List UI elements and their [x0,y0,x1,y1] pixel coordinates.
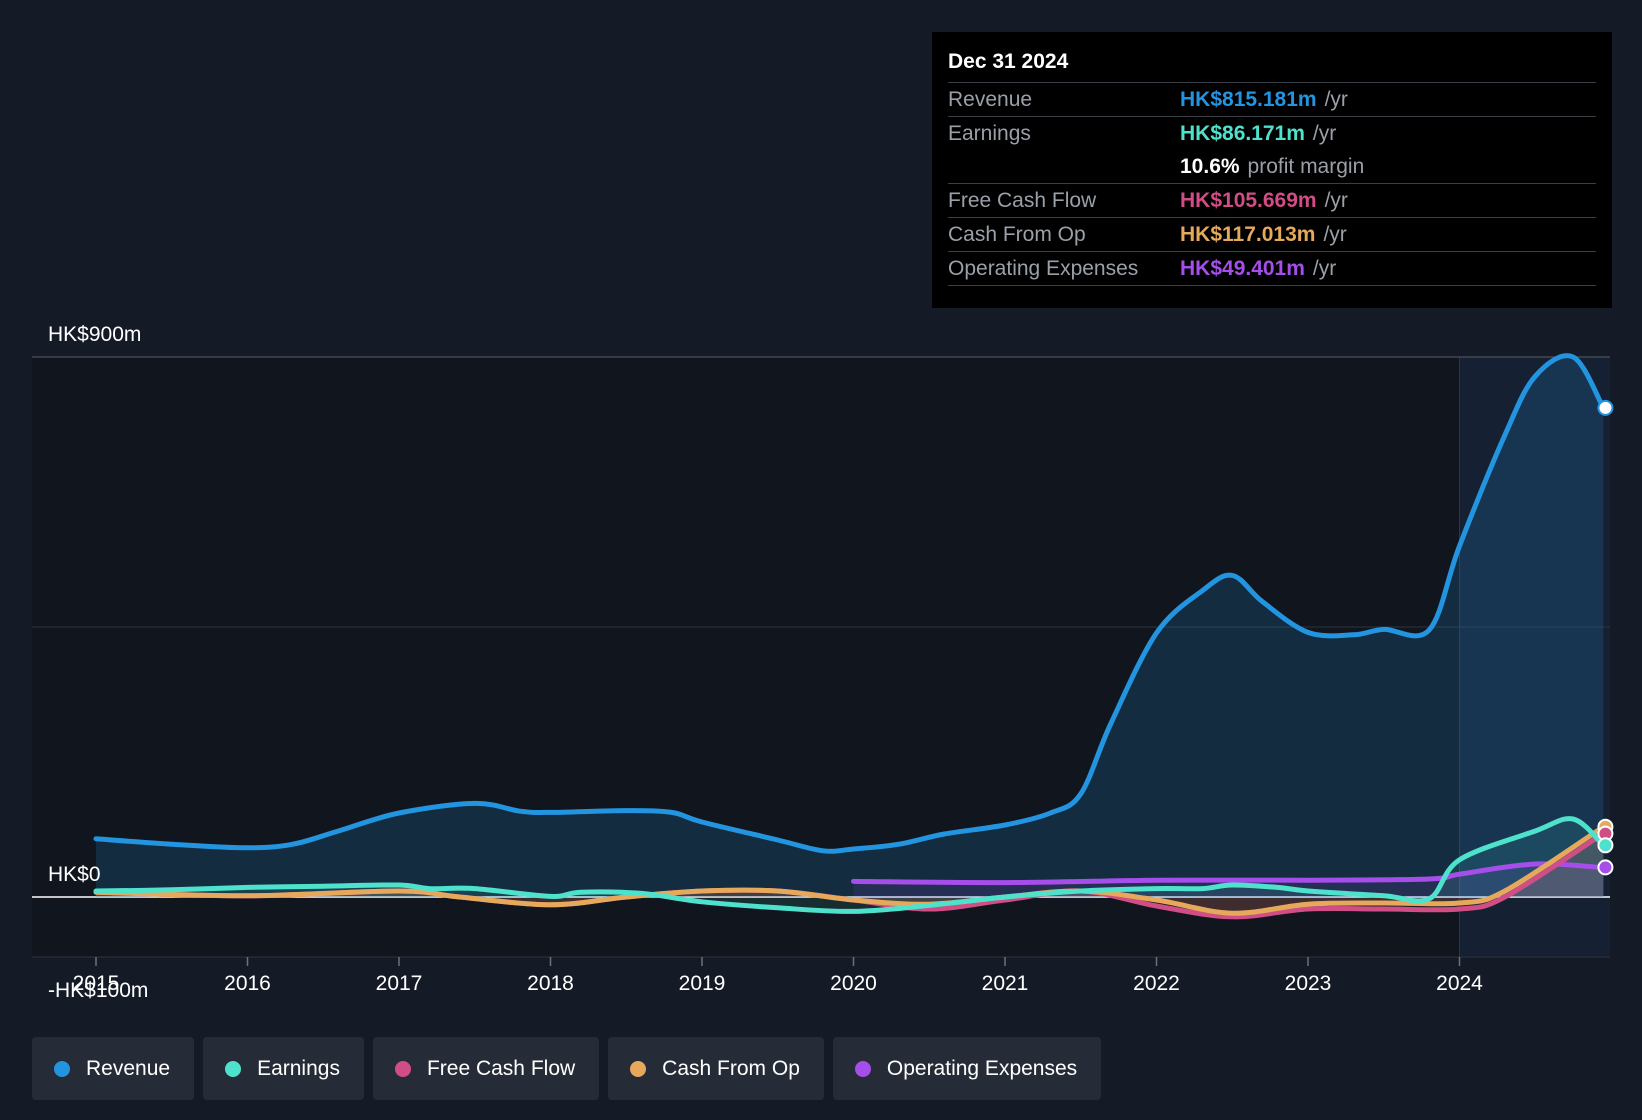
tooltip-row-label: Operating Expenses [948,256,1139,280]
legend-label: Cash From Op [662,1056,800,1080]
legend-label: Earnings [257,1056,340,1080]
highlight-region [1459,357,1610,957]
x-tick-label: 2022 [1133,972,1180,995]
legend-label: Free Cash Flow [426,1056,576,1080]
tooltip-row-unit: profit margin [1247,154,1365,178]
tooltip-row: Free Cash Flow HK$105.669m/yr [948,183,1596,217]
tooltip-row-label: Earnings [948,121,1031,145]
x-tick-label: 2020 [830,972,877,995]
earnings-end-marker [1597,837,1614,854]
tooltip-row-value: HK$117.013m [1180,222,1316,246]
tooltip-row-value: HK$86.171m [1180,121,1305,145]
plot-shade [32,357,1610,957]
x-tick-label: 2019 [679,972,726,995]
legend-item-revenue[interactable]: Revenue [32,1037,195,1100]
legend-dot-icon [630,1060,647,1077]
tooltip-row-value: HK$105.669m [1180,188,1317,212]
revenue-end-marker [1597,399,1614,416]
tooltip-row-label: Free Cash Flow [948,188,1097,212]
legend-label: Operating Expenses [886,1056,1078,1080]
legend: Revenue Earnings Free Cash Flow Cash From O… [32,1037,1102,1100]
operating-expenses-end-marker [1597,859,1614,876]
legend-dot-icon [854,1060,871,1077]
legend-item-cash-from-op[interactable]: Cash From Op [608,1037,824,1100]
tooltip-row-unit: /yr [1323,222,1347,246]
tooltip-row: Earnings HK$86.171m/yr [948,116,1596,150]
y-axis-label: -HK$100m [48,979,148,1002]
y-axis-label: HK$0 [48,863,101,886]
tooltip-row-unit: /yr [1324,188,1348,212]
legend-item-earnings[interactable]: Earnings [203,1037,364,1100]
tooltip-row-label: Revenue [948,87,1033,111]
legend-item-operating-expenses[interactable]: Operating Expenses [832,1037,1102,1100]
cash-from-op-line [93,824,1606,916]
tooltip-row-value: 10.6% [1180,154,1240,178]
tooltip-row-value: HK$815.181m [1180,87,1317,111]
legend-item-free-cash-flow[interactable]: Free Cash Flow [372,1037,600,1100]
legend-dot-icon [225,1060,242,1077]
legend-label: Revenue [86,1056,171,1080]
tooltip-row-value: HK$49.401m [1180,256,1305,280]
x-tick-label: 2017 [376,972,423,995]
tooltip-row-label: Cash From Op [948,222,1086,246]
revenue-area [96,355,1604,897]
x-tick-label: 2023 [1285,972,1332,995]
tooltip-panel: Dec 31 2024 Revenue HK$815.181m/yr Earning… [932,32,1612,308]
x-tick-label: 2021 [982,972,1029,995]
earnings-area [96,818,1604,912]
tooltip-row-unit: /yr [1312,256,1337,280]
x-tick-label: 2016 [224,972,271,995]
tooltip-row: 10.6% profit margin [948,150,1596,183]
operating-expenses-line [851,861,1606,886]
revenue-line [93,353,1606,854]
tooltip-row-unit: /yr [1324,87,1348,111]
x-tick-label: 2018 [527,972,574,995]
tooltip-row: Cash From Op HK$117.013m/yr [948,217,1596,251]
tooltip-row: Revenue HK$815.181m/yr [948,82,1596,116]
tooltip-date: Dec 31 2024 [948,50,1069,73]
y-axis-label: HK$900m [48,323,141,346]
legend-dot-icon [54,1060,70,1077]
tooltip-row-unit: /yr [1312,121,1337,145]
tooltip-row: Operating Expenses HK$49.401m/yr [948,251,1596,286]
x-tick-label: 2015 [73,972,120,995]
legend-dot-icon [394,1060,411,1077]
x-tick-label: 2024 [1436,972,1483,995]
earnings-line [93,816,1606,914]
